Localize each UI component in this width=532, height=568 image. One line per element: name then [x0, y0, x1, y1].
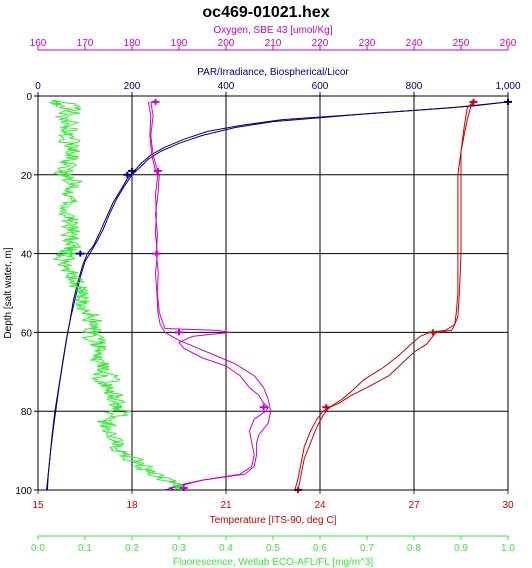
- par-tick-label: 600: [312, 81, 329, 92]
- fluorescence-marker: [90, 329, 99, 336]
- y-tick-label: 60: [21, 328, 33, 339]
- temperature-marker: [428, 329, 437, 336]
- fluorescence-tick-label: 0.8: [407, 543, 421, 554]
- fluorescence-marker: [113, 404, 122, 411]
- temperature-axis-label: Temperature [ITS-90, deg C]: [210, 515, 337, 526]
- par-marker: [128, 167, 136, 174]
- par-tick-label: 800: [406, 81, 423, 92]
- oxygen-tick-label: 210: [265, 38, 282, 49]
- oxygen-marker: [151, 98, 160, 105]
- y-tick-label: 0: [26, 92, 32, 103]
- temperature-downcast-line: [297, 101, 474, 491]
- fluorescence-tick-label: 0.5: [266, 543, 280, 554]
- par-downcast-line: [46, 101, 509, 491]
- axes: 0 20 40 60 80 100 Depth [salt water, m] 160 170 1…: [3, 25, 521, 568]
- fluorescence-tick-label: 0.1: [78, 543, 92, 554]
- fluorescence-tick-label: 0.3: [172, 543, 186, 554]
- y-tick-label: 80: [21, 407, 33, 418]
- fluorescence-axis-label: Fluorescence, Wetlab ECO-AFL/FL [mg/m^3]: [173, 557, 374, 568]
- series-group: [46, 99, 509, 491]
- fluorescence-downcast-line: [48, 99, 180, 491]
- par-tick-label: 0: [35, 81, 41, 92]
- temperature-tick-label: 21: [220, 500, 232, 511]
- fluorescence-tick-label: 1.0: [501, 543, 515, 554]
- fluorescence-marker: [175, 483, 183, 490]
- oxygen-axis-label: Oxygen, SBE 43 [umol/Kg]: [214, 25, 333, 36]
- oxygen-tick-label: 200: [218, 38, 235, 49]
- par-tick-label: 400: [218, 81, 235, 92]
- temperature-tick-label: 27: [408, 500, 420, 511]
- fluorescence-upcast-line: [52, 99, 180, 487]
- temperature-tick-label: 18: [126, 500, 138, 511]
- oxygen-tick-label: 220: [312, 38, 329, 49]
- y-axis-label: Depth [salt water, m]: [3, 247, 14, 338]
- oxygen-downcast-line: [147, 101, 272, 491]
- chart-title: oc469-01021.hex: [202, 4, 329, 21]
- fluorescence-tick-label: 0.6: [313, 543, 327, 554]
- y-tick-label: 20: [21, 171, 33, 182]
- oxygen-marker: [153, 167, 162, 174]
- temperature-tick-label: 30: [502, 500, 514, 511]
- fluorescence-tick-label: 0.9: [454, 543, 468, 554]
- temperature-marker: [469, 98, 478, 105]
- y-tick-label: 40: [21, 250, 33, 261]
- fluorescence-marker: [52, 100, 61, 107]
- y-tick-label: 100: [15, 486, 32, 497]
- par-upcast-line: [46, 101, 509, 491]
- temperature-marker: [322, 404, 331, 411]
- fluorescence-tick-label: 0.2: [125, 543, 139, 554]
- oxygen-tick-label: 160: [30, 38, 47, 49]
- oxygen-upcast-line: [150, 101, 269, 491]
- fluorescence-marker: [66, 250, 75, 257]
- oxygen-tick-label: 180: [124, 38, 141, 49]
- marker-group: [52, 98, 512, 493]
- oxygen-marker: [175, 329, 183, 336]
- fluorescence-tick-label: 0.4: [219, 543, 233, 554]
- oxygen-tick-label: 260: [500, 38, 517, 49]
- oxygen-marker: [152, 250, 161, 257]
- oxygen-tick-label: 240: [406, 38, 423, 49]
- oxygen-marker: [259, 404, 268, 411]
- grid: [38, 96, 508, 490]
- par-marker: [76, 250, 85, 257]
- par-marker: [123, 171, 132, 178]
- plot-frame: [37, 95, 509, 491]
- temperature-tick-label: 24: [314, 500, 326, 511]
- par-axis-label: PAR/Irradiance, Biospherical/Licor: [197, 67, 349, 78]
- par-tick-label: 1,000: [495, 81, 520, 92]
- fluorescence-marker: [62, 171, 71, 178]
- oxygen-tick-label: 190: [171, 38, 188, 49]
- temperature-upcast-line: [294, 101, 474, 491]
- oxygen-tick-label: 230: [359, 38, 376, 49]
- oxygen-tick-label: 250: [453, 38, 470, 49]
- temperature-tick-label: 15: [32, 500, 44, 511]
- par-tick-label: 200: [124, 81, 141, 92]
- oxygen-tick-label: 170: [77, 38, 94, 49]
- fluorescence-tick-label: 0.0: [31, 543, 45, 554]
- fluorescence-tick-label: 0.7: [360, 543, 374, 554]
